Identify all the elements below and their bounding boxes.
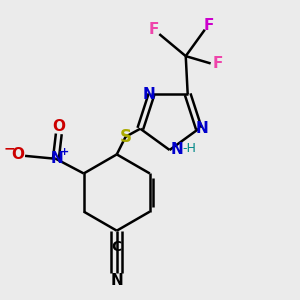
Text: +: + xyxy=(60,147,69,157)
Text: N: N xyxy=(171,142,184,158)
Text: O: O xyxy=(52,119,65,134)
Text: F: F xyxy=(149,22,159,37)
Text: S: S xyxy=(120,128,132,146)
Text: C: C xyxy=(112,240,122,254)
Text: N: N xyxy=(110,273,123,288)
Text: O: O xyxy=(11,147,24,162)
Text: F: F xyxy=(204,18,214,33)
Text: N: N xyxy=(195,121,208,136)
Text: N: N xyxy=(51,151,64,166)
Text: F: F xyxy=(213,56,223,71)
Text: N: N xyxy=(142,87,155,102)
Text: −: − xyxy=(3,142,15,155)
Text: -H: -H xyxy=(183,142,197,155)
